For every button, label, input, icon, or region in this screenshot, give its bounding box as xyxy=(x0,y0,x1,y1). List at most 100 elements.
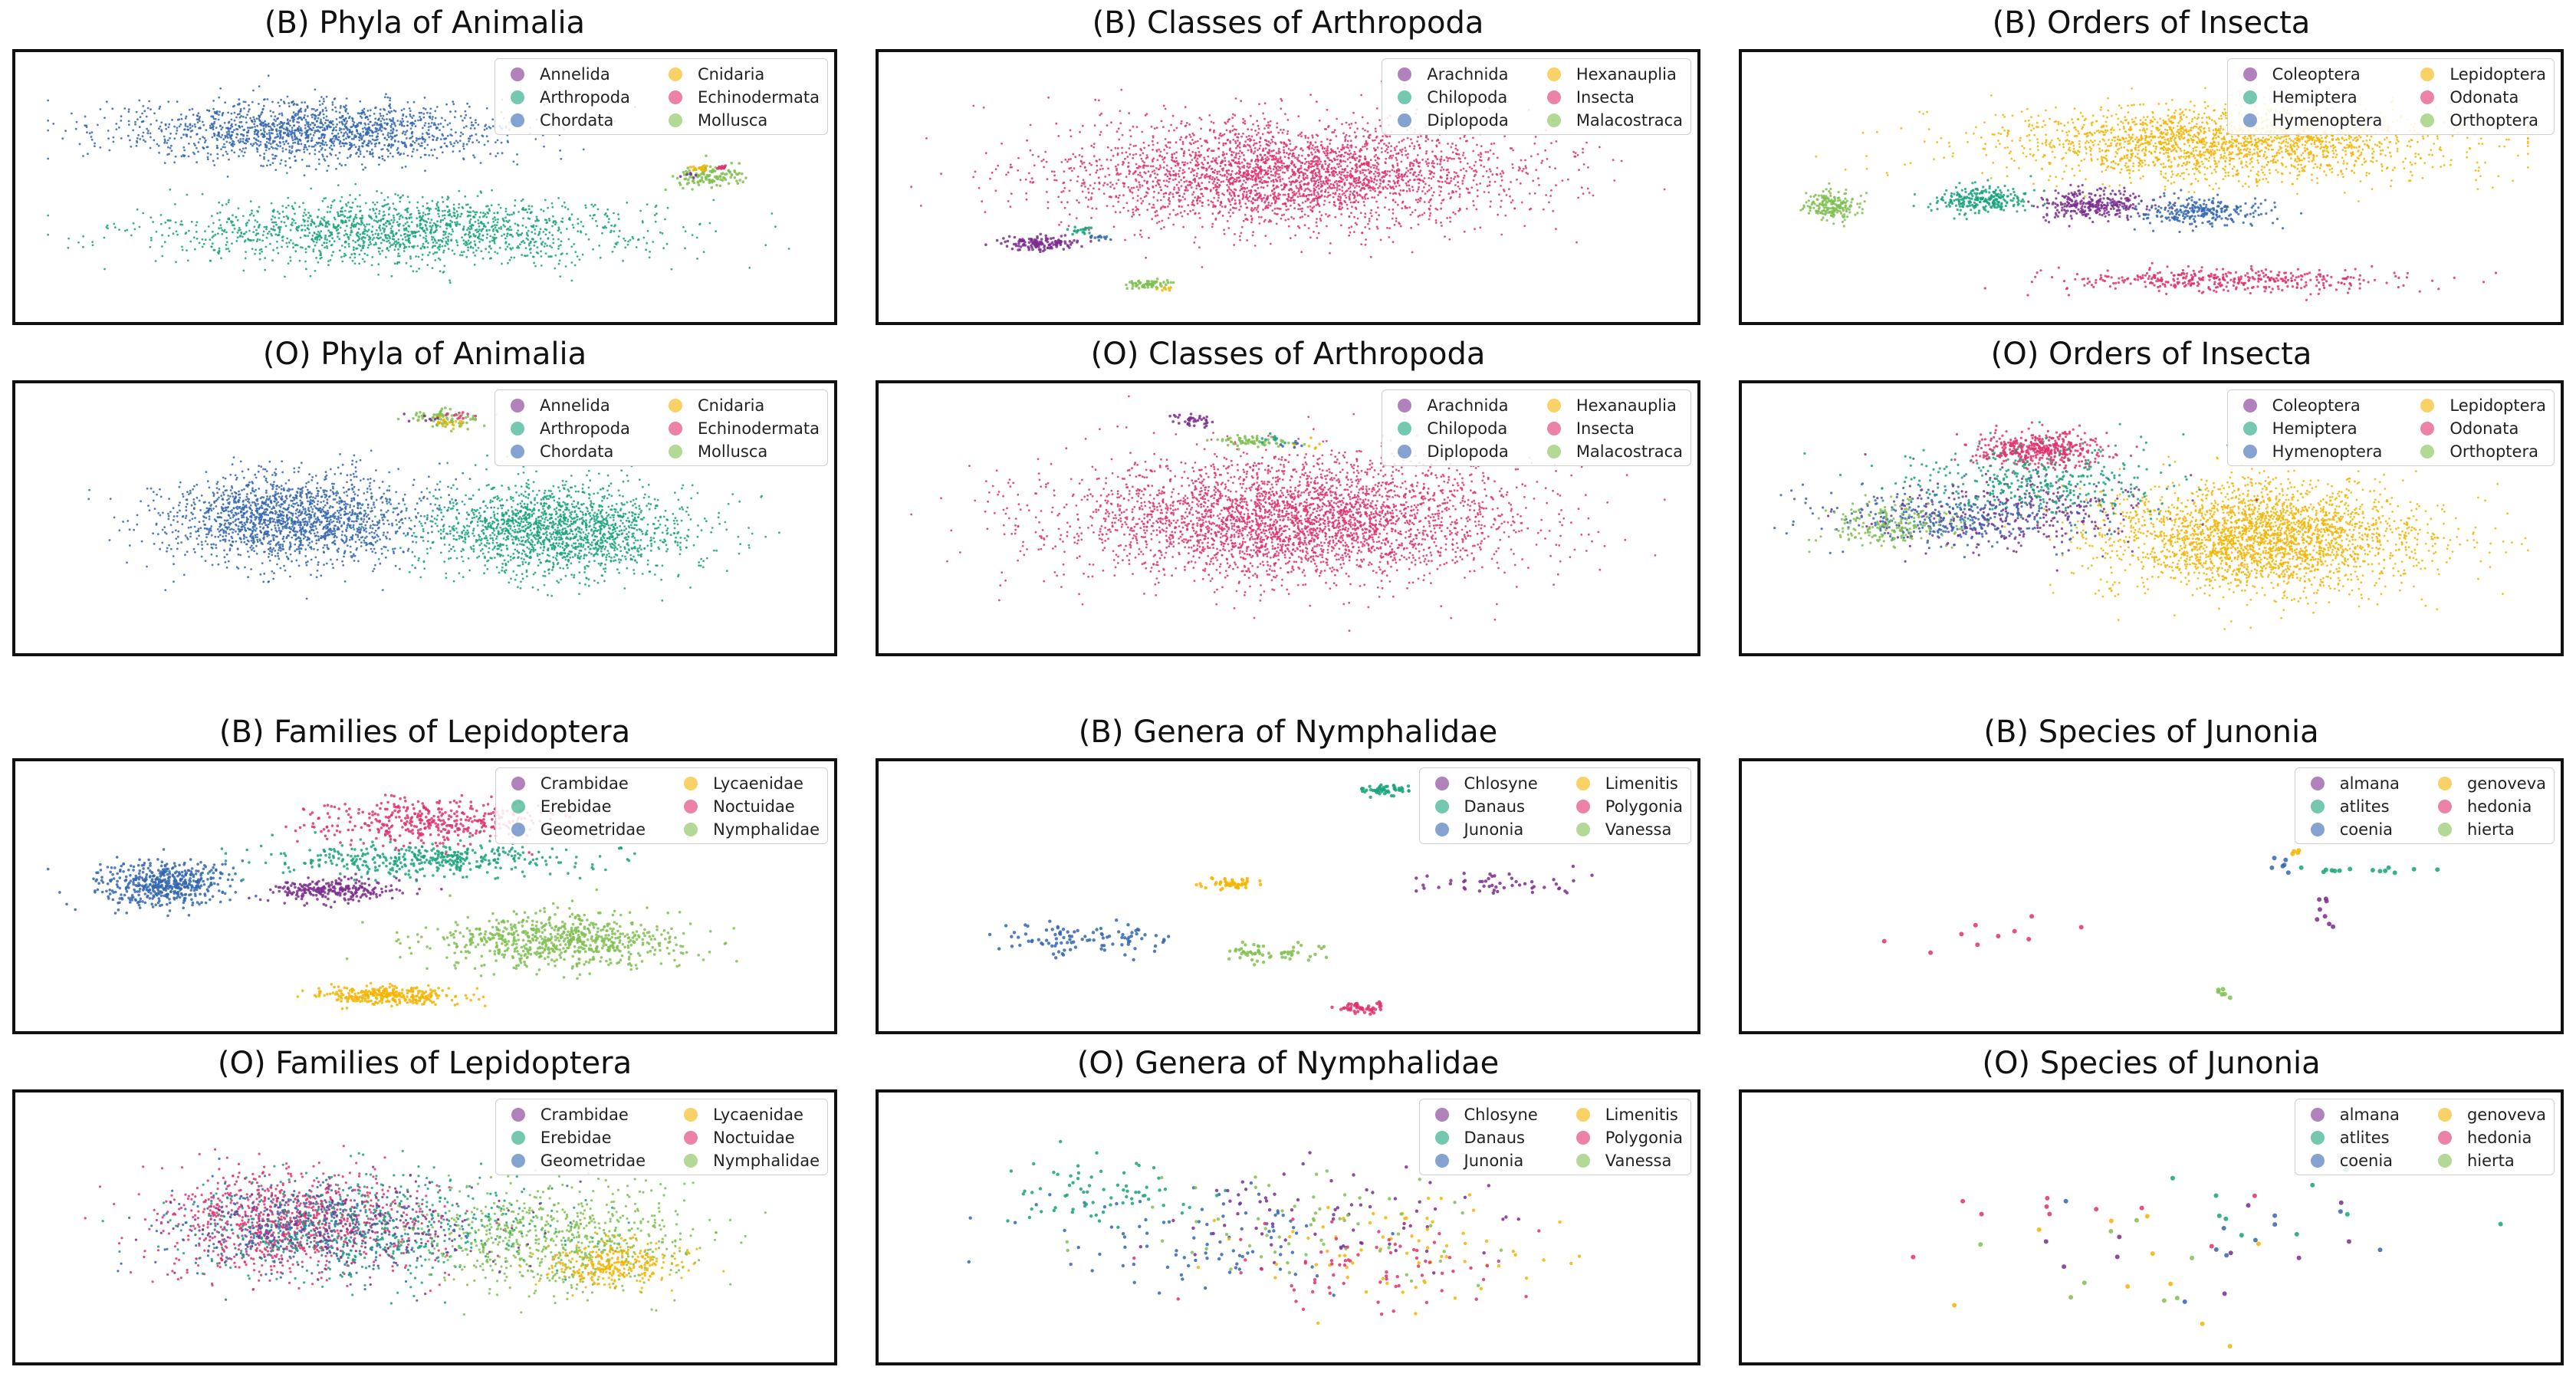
point-insecta xyxy=(1143,196,1146,199)
point-insecta xyxy=(1502,172,1505,175)
point-arthropoda xyxy=(399,196,402,199)
point-mollusca xyxy=(738,172,741,175)
point-arthropoda xyxy=(389,245,392,248)
point-chordata xyxy=(473,127,476,130)
point-chordata xyxy=(225,150,228,153)
point-insecta xyxy=(1336,173,1339,176)
point-chordata xyxy=(310,116,314,119)
point-arthropoda xyxy=(172,232,175,235)
point-chordata xyxy=(304,108,307,111)
point-chordata xyxy=(192,143,196,145)
point-arthropoda xyxy=(255,248,257,251)
point-arthropoda xyxy=(348,210,350,213)
point-mollusca xyxy=(744,176,748,179)
point-chordata xyxy=(327,123,330,127)
point-arthropoda xyxy=(504,210,508,213)
point-insecta xyxy=(1222,151,1224,153)
point-insecta xyxy=(1312,157,1315,160)
point-insecta xyxy=(1219,132,1222,135)
point-arthropoda xyxy=(504,225,506,228)
point-arthropoda xyxy=(521,224,524,227)
point-arthropoda xyxy=(358,194,361,196)
point-chordata xyxy=(212,132,215,135)
point-insecta xyxy=(1168,213,1171,215)
point-chordata xyxy=(272,111,274,113)
point-insecta xyxy=(1329,242,1332,245)
point-arthropoda xyxy=(458,189,461,192)
point-chordata xyxy=(196,118,199,121)
point-insecta xyxy=(1162,196,1165,199)
point-insecta xyxy=(1189,136,1192,138)
point-arthropoda xyxy=(496,252,499,255)
point-arthropoda xyxy=(369,241,372,244)
point-chordata xyxy=(367,123,370,126)
point-insecta xyxy=(1401,202,1404,204)
point-arthropoda xyxy=(431,199,434,202)
point-arthropoda xyxy=(491,189,493,192)
point-arthropoda xyxy=(345,241,347,243)
point-chordata xyxy=(246,134,248,137)
point-arthropoda xyxy=(367,228,370,232)
point-arthropoda xyxy=(456,221,458,223)
point-chordata xyxy=(331,108,334,111)
point-insecta xyxy=(1411,189,1414,192)
point-insecta xyxy=(1162,126,1165,129)
point-arthropoda xyxy=(344,254,347,257)
point-chordata xyxy=(212,116,215,118)
point-chordata xyxy=(160,130,163,133)
point-chordata xyxy=(394,110,397,113)
point-arthropoda xyxy=(416,217,419,220)
point-chordata xyxy=(419,144,422,147)
point-insecta xyxy=(1297,225,1300,228)
point-arthropoda xyxy=(284,275,286,278)
point-insecta xyxy=(1132,197,1135,199)
point-chordata xyxy=(409,110,412,112)
point-chordata xyxy=(429,107,432,110)
point-insecta xyxy=(1336,198,1339,201)
point-insecta xyxy=(1476,143,1478,146)
point-arthropoda xyxy=(404,232,406,235)
point-insecta xyxy=(1358,185,1361,188)
point-arthropoda xyxy=(416,270,418,273)
point-arthropoda xyxy=(589,215,592,217)
point-insecta xyxy=(1586,187,1589,190)
point-arthropoda xyxy=(449,214,452,217)
point-chordata xyxy=(368,127,371,130)
point-arthropoda xyxy=(324,238,327,241)
point-arthropoda xyxy=(434,245,436,247)
point-chordata xyxy=(304,114,306,117)
point-chordata xyxy=(344,131,347,133)
point-insecta xyxy=(1339,199,1342,202)
point-arthropoda xyxy=(419,247,422,250)
point-insecta xyxy=(1122,185,1125,188)
point-arthropoda xyxy=(442,234,445,236)
point-arthropoda xyxy=(449,225,452,227)
point-chordata xyxy=(218,113,220,117)
point-insecta xyxy=(1264,147,1267,150)
point-arthropoda xyxy=(488,209,491,212)
point-chordata xyxy=(289,124,291,127)
point-arthropoda xyxy=(405,238,407,242)
point-chordata xyxy=(47,129,50,132)
point-chordata xyxy=(176,127,179,130)
point-mollusca xyxy=(723,176,726,180)
point-arthropoda xyxy=(516,223,519,226)
point-chordata xyxy=(240,120,243,123)
point-insecta xyxy=(1293,147,1296,150)
point-insecta xyxy=(1424,160,1428,163)
point-chordata xyxy=(325,95,328,98)
point-arthropoda xyxy=(221,233,224,235)
point-arthropoda xyxy=(426,264,429,266)
point-arthropoda xyxy=(326,245,328,248)
point-insecta xyxy=(1287,208,1290,211)
point-insecta xyxy=(1194,212,1197,215)
point-arthropoda xyxy=(370,230,373,233)
point-insecta xyxy=(1517,169,1520,172)
point-arthropoda xyxy=(378,212,380,215)
point-insecta xyxy=(1356,217,1359,220)
point-insecta xyxy=(1354,121,1357,124)
point-chordata xyxy=(432,154,434,157)
point-chordata xyxy=(221,114,224,117)
point-chordata xyxy=(215,144,219,147)
point-insecta xyxy=(1195,187,1198,190)
